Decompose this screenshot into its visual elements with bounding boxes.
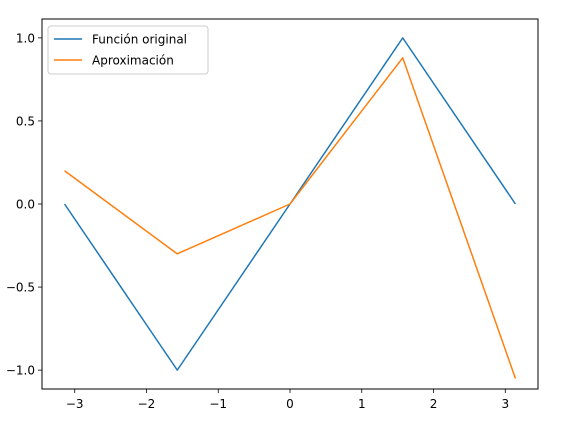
x-tick-label: 2 [430, 397, 438, 411]
x-tick-label: −3 [66, 397, 84, 411]
series-line-1 [64, 57, 517, 379]
y-tick-label: 0.5 [16, 114, 35, 128]
legend-label-1: Aproximación [92, 54, 174, 68]
y-tick-label: −0.5 [6, 281, 35, 295]
x-axis: −3 −2 −1 0 1 2 3 [66, 389, 509, 411]
legend: Función original Aproximación [47, 25, 209, 75]
y-tick-label: −1.0 [6, 364, 35, 378]
x-tick-label: 3 [501, 397, 509, 411]
x-tick-label: −1 [209, 397, 227, 411]
y-tick-label: 1.0 [16, 31, 35, 45]
legend-box [47, 25, 209, 75]
x-tick-label: 0 [286, 397, 294, 411]
legend-label-0: Función original [92, 33, 187, 47]
y-axis: −1.0 −0.5 0.0 0.5 1.0 [6, 31, 42, 378]
plot-lines [63, 37, 517, 379]
x-tick-label: −2 [138, 397, 156, 411]
x-tick-label: 1 [358, 397, 366, 411]
y-tick-label: 0.0 [16, 198, 35, 212]
